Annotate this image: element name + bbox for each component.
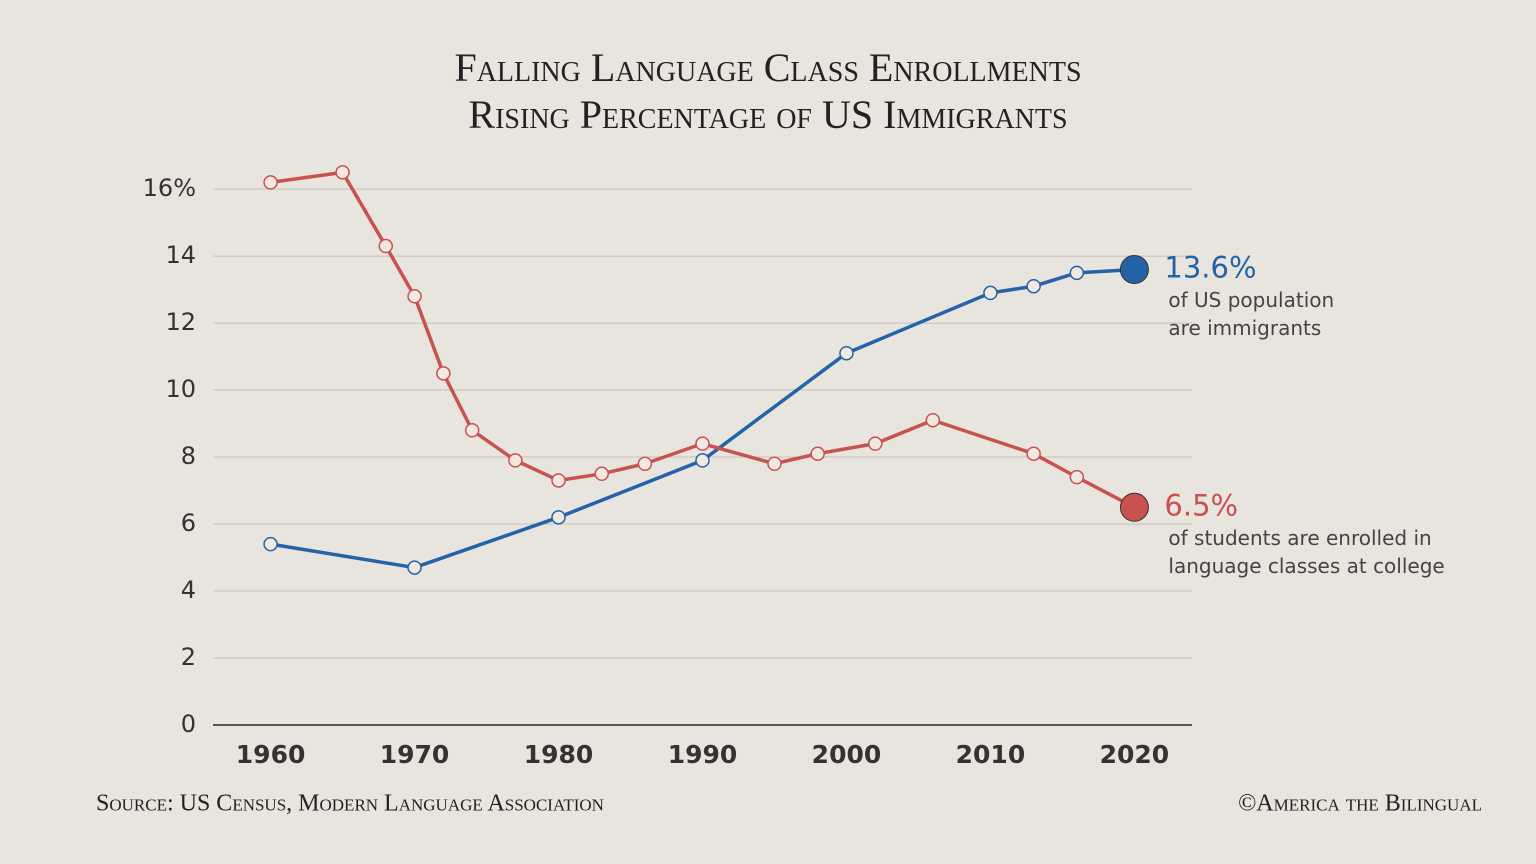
- point: [637, 456, 653, 471]
- annotation: of students are enrolled in: [1168, 526, 1431, 550]
- x-tick-label: 1990: [668, 740, 738, 769]
- annotation: of US population: [1168, 288, 1334, 312]
- point: [1026, 278, 1041, 294]
- source: Source: US Census, Modern Language Assoc…: [96, 791, 604, 817]
- x-tick-label: 1960: [236, 740, 306, 769]
- point: [983, 285, 998, 301]
- point: [594, 466, 609, 482]
- point: [508, 453, 523, 468]
- point: [407, 560, 422, 575]
- y-tick-label: 8: [181, 442, 196, 470]
- x-tick-label: 1970: [380, 740, 450, 769]
- point: [335, 165, 350, 180]
- y-tick-label: 4: [181, 576, 196, 604]
- credit: ©America the Bilingual: [1238, 791, 1482, 817]
- point: [695, 453, 710, 468]
- point: [1026, 446, 1041, 461]
- point: [436, 366, 451, 381]
- point: [868, 436, 883, 451]
- point: [810, 446, 825, 461]
- value-label: 13.6%: [1164, 250, 1256, 284]
- x-tick-label: 1980: [524, 740, 594, 769]
- point: [1069, 469, 1085, 485]
- point: [1119, 254, 1149, 284]
- chart-title: Rising Percentage of US Immigrants: [468, 92, 1067, 137]
- y-tick-label: 16%: [143, 174, 196, 202]
- point: [1069, 265, 1085, 281]
- point: [378, 238, 394, 254]
- point: [407, 289, 422, 304]
- point: [551, 510, 566, 525]
- annotation: language classes at college: [1168, 554, 1444, 578]
- annotation: are immigrants: [1168, 316, 1321, 340]
- y-tick-label: 10: [165, 375, 196, 403]
- point: [551, 473, 566, 488]
- point: [839, 345, 854, 361]
- value-label: 6.5%: [1164, 488, 1238, 522]
- point: [263, 536, 278, 552]
- point: [263, 175, 278, 190]
- point: [767, 456, 782, 471]
- y-tick-label: 0: [181, 710, 196, 738]
- line: [270, 170, 1136, 509]
- point: [464, 423, 480, 438]
- point: [1119, 492, 1149, 522]
- x-tick-label: 2010: [956, 740, 1026, 769]
- y-tick-label: 6: [181, 509, 196, 537]
- line: [270, 267, 1135, 570]
- y-tick-label: 2: [181, 643, 196, 671]
- y-tick-label: 12: [165, 308, 196, 336]
- point: [925, 412, 941, 428]
- x-tick-label: 2020: [1100, 740, 1170, 769]
- x-tick-label: 2000: [812, 740, 882, 769]
- chart-title: Falling Language Class Enrollments: [454, 45, 1081, 90]
- y-tick-label: 14: [165, 241, 196, 269]
- point: [695, 436, 710, 451]
